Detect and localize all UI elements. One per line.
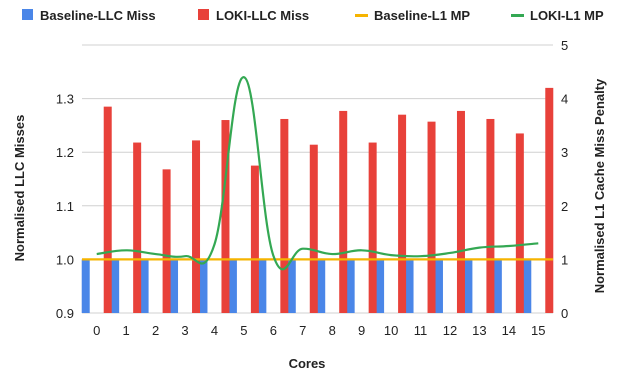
bar [258,259,267,313]
x-tick-label: 15 [531,323,545,338]
legend-swatch [22,9,33,20]
bar [133,142,142,313]
legend-label: Baseline-L1 MP [374,8,470,23]
y-axis-left-title: Normalised LLC Misses [12,115,27,262]
y-left-tick-label: 0.9 [56,306,74,321]
bar [280,118,289,313]
x-tick-label: 8 [329,323,336,338]
bar [434,259,443,313]
y-right-tick-label: 5 [561,38,568,53]
x-tick-label: 2 [152,323,159,338]
bar [250,165,259,313]
y-axis-right-title: Normalised L1 Cache Miss Penalty [592,78,607,293]
bar [103,106,112,313]
bar [493,259,502,313]
bar [545,87,554,313]
bar [515,133,524,313]
bar [427,121,436,313]
loki-l1-mp-line [96,76,539,271]
y-left-tick-label: 1.3 [56,92,74,107]
legend-swatch [198,9,209,20]
x-tick-label: 1 [123,323,130,338]
x-tick-label: 10 [384,323,398,338]
bar [464,259,473,313]
bar [339,110,348,313]
legend-label: LOKI-LLC Miss [216,8,309,23]
bar [221,120,230,313]
bars [81,87,554,314]
legend-label: Baseline-LLC Miss [40,8,156,23]
bar [162,169,171,313]
x-tick-label: 9 [358,323,365,338]
legend: Baseline-LLC Miss LOKI-LLC Miss Baseline-L… [22,8,604,23]
x-tick-label: 12 [443,323,457,338]
bar [192,140,201,313]
y-right-tick-label: 1 [561,252,568,267]
y-right-tick-label: 4 [561,92,568,107]
bar [287,259,296,313]
legend-swatch [511,14,524,17]
y-left-tick-label: 1.2 [56,145,74,160]
y-right-tick-label: 3 [561,145,568,160]
x-tick-label: 13 [472,323,486,338]
y-left-tick-label: 1.0 [56,252,74,267]
bar [398,114,407,314]
x-tick-label: 7 [299,323,306,338]
bar [523,259,532,313]
x-axis-title: Cores [289,356,326,371]
y-right-tick-label: 0 [561,306,568,321]
x-tick-label: 5 [240,323,247,338]
y-right-tick-label: 2 [561,199,568,214]
bar [81,259,90,313]
x-tick-label: 14 [502,323,516,338]
legend-swatch [355,14,368,17]
bar [111,259,120,313]
bar [456,110,465,313]
bar [309,144,318,313]
x-tick-label: 11 [414,323,428,338]
lines [82,76,553,271]
bar [317,259,326,313]
bar [486,118,495,313]
x-tick-label: 3 [181,323,188,338]
bar [376,259,385,313]
bar [405,259,414,313]
bar [368,142,377,313]
bar [228,259,237,313]
bar [140,259,149,313]
bar [170,259,179,313]
y-left-tick-label: 1.1 [56,199,74,214]
x-tick-label: 6 [270,323,277,338]
bar [346,259,355,313]
x-tick-label: 0 [93,323,100,338]
bar [199,259,208,313]
legend-label: LOKI-L1 MP [530,8,604,23]
x-tick-label: 4 [211,323,218,338]
